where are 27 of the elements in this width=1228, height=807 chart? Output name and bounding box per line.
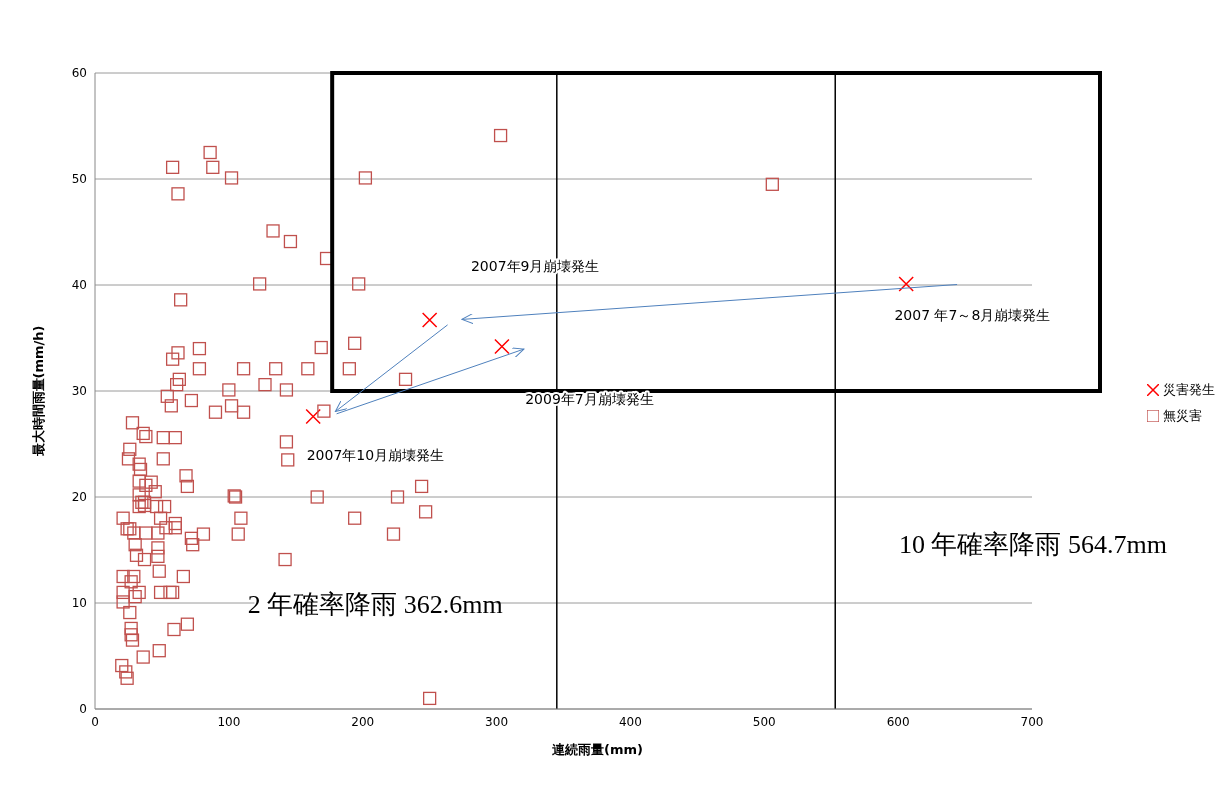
y-tick-label: 40 — [71, 278, 87, 293]
point — [421, 312, 438, 328]
x-tick-label: 300 — [485, 714, 509, 729]
x-tick-label: 0 — [91, 714, 99, 729]
legend-label: 無災害 — [1163, 407, 1202, 425]
x-tick-label: 200 — [351, 714, 375, 729]
y-tick-label: 50 — [71, 172, 87, 187]
x-tick-label: 700 — [1020, 714, 1044, 729]
x-axis-title: 連続雨量(mm) — [551, 742, 643, 757]
y-axis-title: 最大時間雨量(mm/h) — [31, 325, 46, 458]
x-tick-label: 100 — [217, 714, 241, 729]
annotation: 2007 年7～8月崩壊発生 — [894, 306, 1051, 323]
y-tick-label: 0 — [79, 702, 87, 717]
point — [898, 276, 914, 292]
ref-line-label: 2 年確率降雨 362.6mm — [247, 590, 503, 620]
legend-label: 災害発生 — [1163, 381, 1215, 399]
x-tick-label: 600 — [886, 714, 910, 729]
y-tick-label: 20 — [71, 490, 87, 505]
y-tick-label: 10 — [71, 596, 87, 611]
x-tick-label: 400 — [618, 714, 642, 729]
y-tick-label: 30 — [71, 384, 87, 399]
point — [494, 338, 510, 355]
annotation: 2007年10月崩壊発生 — [306, 446, 445, 463]
y-tick-label: 60 — [71, 66, 87, 81]
ref-line-label: 10 年確率降雨 564.7mm — [898, 529, 1167, 559]
x-tick-label: 500 — [752, 714, 776, 729]
point — [305, 408, 321, 425]
